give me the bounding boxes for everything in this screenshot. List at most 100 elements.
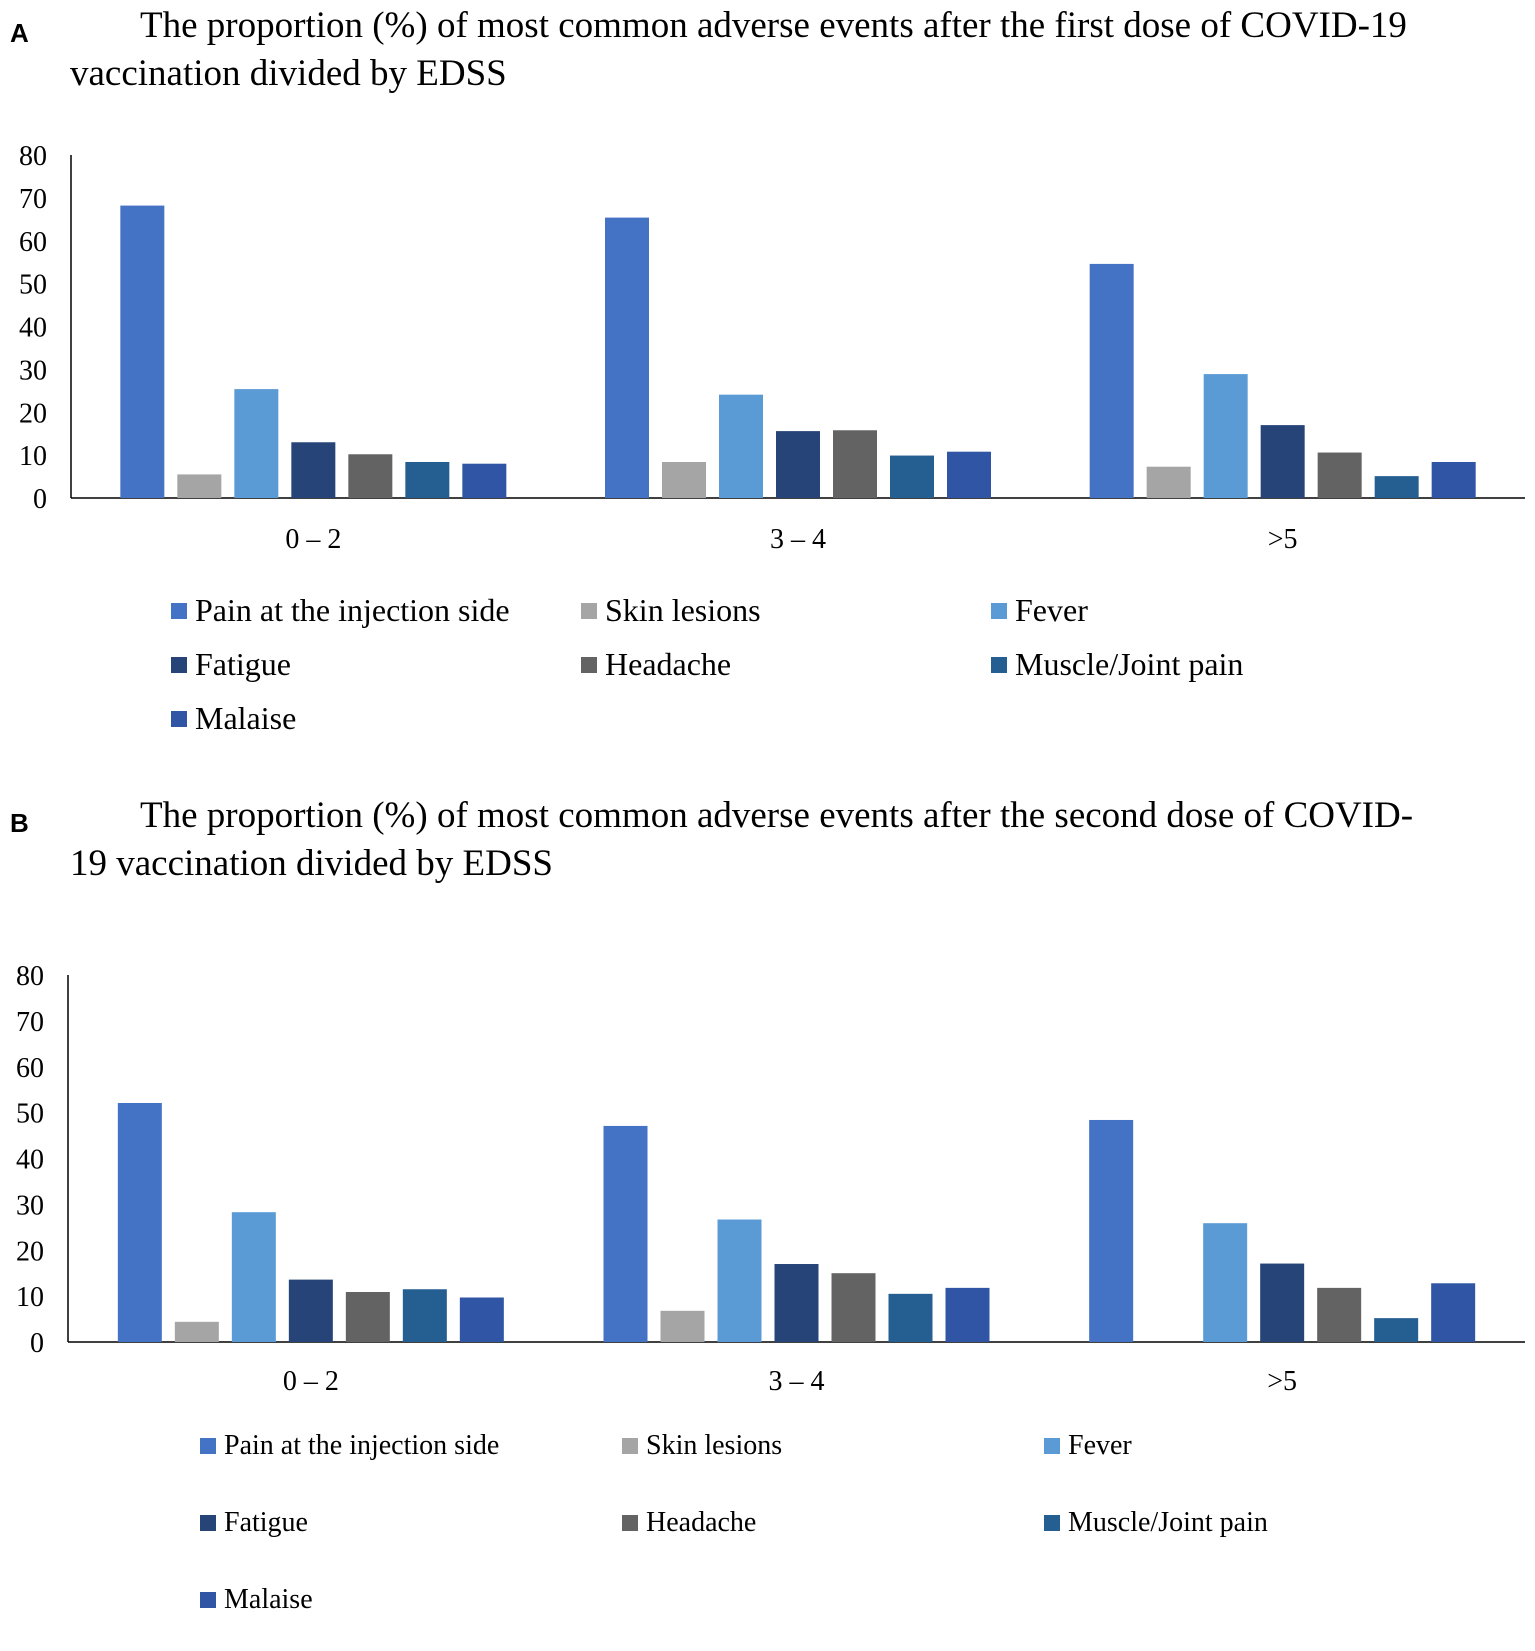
category-label: 0 – 2 — [285, 524, 341, 555]
bar — [605, 217, 649, 498]
bar — [1374, 1318, 1419, 1342]
legend-swatch — [1044, 1515, 1060, 1531]
y-tick-label: 30 — [16, 1190, 44, 1221]
y-tick-label: 40 — [16, 1145, 44, 1176]
legend-item: Malaise — [200, 1584, 313, 1616]
bar — [1260, 1263, 1305, 1342]
bar — [833, 430, 877, 498]
legend-item: Headache — [622, 1507, 756, 1539]
bar — [345, 1291, 390, 1342]
legend-swatch — [991, 656, 1007, 673]
legend-item: Skin lesions — [581, 592, 761, 629]
legend-label: Headache — [605, 646, 732, 682]
legend-item: Skin lesions — [622, 1430, 782, 1462]
bar — [1146, 466, 1191, 498]
y-tick-label: 20 — [19, 398, 47, 429]
bar-chart-b: 0 10 20 30 40 50 60 70 80 0 – 2 3 – 4 >5 — [16, 961, 1525, 1397]
y-tick-label: 60 — [19, 227, 47, 258]
legend-swatch — [200, 1592, 216, 1608]
bar — [1203, 374, 1248, 498]
bar — [1374, 476, 1419, 498]
bar — [1089, 263, 1134, 498]
bar — [1260, 425, 1305, 498]
y-tick-label: 30 — [19, 355, 47, 386]
bar — [662, 461, 706, 498]
legend-swatch — [622, 1515, 638, 1531]
bar — [234, 389, 279, 498]
category-label: 3 – 4 — [770, 524, 826, 555]
legend-label: Pain at the injection side — [195, 592, 510, 628]
y-tick-label: 0 — [30, 1328, 44, 1359]
y-tick-label: 50 — [19, 270, 47, 301]
bar — [291, 442, 336, 498]
chart-title: The proportion (%) of most common advers… — [70, 795, 1414, 884]
bar — [288, 1279, 333, 1342]
category-label: >5 — [1268, 524, 1298, 555]
legend-label: Skin lesions — [646, 1430, 783, 1461]
bar — [1431, 1283, 1476, 1342]
y-tick-label: 60 — [16, 1053, 44, 1084]
legend-swatch — [1044, 1438, 1060, 1454]
legend-label: Fever — [1015, 592, 1088, 628]
legend-item: Muscle/Joint pain — [1044, 1507, 1268, 1539]
bar — [231, 1212, 276, 1342]
legend-item: Pain at the injection side — [200, 1430, 499, 1462]
bar — [120, 205, 165, 498]
legend-label: Skin lesions — [605, 592, 761, 628]
bar — [1089, 1119, 1134, 1342]
bar — [348, 454, 393, 498]
legend-label: Muscle/Joint pain — [1015, 646, 1244, 682]
legend-item: Pain at the injection side — [171, 592, 510, 629]
legend-swatch — [171, 656, 187, 673]
legend-label: Muscle/Joint pain — [1068, 1507, 1268, 1538]
bar — [888, 1293, 933, 1342]
category-label: 0 – 2 — [283, 1366, 339, 1397]
bar — [660, 1310, 705, 1342]
legend-item: Muscle/Joint pain — [991, 646, 1243, 683]
y-tick-label: 10 — [19, 441, 47, 472]
legend-item: Malaise — [171, 700, 296, 737]
legend-item: Fever — [991, 592, 1088, 629]
bar — [831, 1273, 876, 1342]
bar — [947, 451, 991, 498]
category-label: 3 – 4 — [769, 1366, 825, 1397]
bar — [405, 461, 450, 498]
y-tick-label: 80 — [16, 961, 44, 992]
legend-swatch — [171, 710, 187, 727]
bar — [174, 1321, 219, 1342]
y-tick-label: 0 — [33, 484, 47, 515]
y-tick-label: 50 — [16, 1099, 44, 1130]
y-tick-label: 10 — [16, 1282, 44, 1313]
legend-label: Pain at the injection side — [224, 1430, 500, 1461]
y-tick-label: 20 — [16, 1236, 44, 1267]
bar — [117, 1102, 162, 1342]
bar — [1203, 1223, 1248, 1342]
bar — [1317, 1287, 1362, 1342]
legend-label: Malaise — [195, 700, 297, 736]
chart-title: The proportion (%) of most common advers… — [70, 5, 1407, 94]
bar — [774, 1264, 819, 1342]
y-tick-label: 70 — [19, 184, 47, 215]
panel-a: A The proportion (%) of most common adve… — [0, 0, 1535, 780]
legend-swatch — [581, 656, 597, 673]
legend-item: Fatigue — [200, 1507, 308, 1539]
panel-b: B The proportion (%) of most common adve… — [0, 790, 1535, 1651]
bar — [177, 474, 222, 498]
legend-item: Fever — [1044, 1430, 1132, 1462]
legend-swatch — [200, 1515, 216, 1531]
panel-letter: A — [10, 18, 29, 48]
legend-swatch — [991, 602, 1007, 619]
legend-label: Fever — [1068, 1430, 1132, 1461]
legend-swatch — [581, 602, 597, 619]
bar — [1317, 452, 1362, 498]
legend-swatch — [171, 602, 187, 619]
legend-swatch — [622, 1438, 638, 1454]
bar — [719, 394, 763, 498]
bar — [1431, 461, 1476, 498]
legend-label: Malaise — [224, 1584, 313, 1615]
bar — [603, 1125, 648, 1342]
bar — [717, 1219, 762, 1342]
category-label: >5 — [1267, 1366, 1297, 1397]
legend-item: Headache — [581, 646, 731, 683]
panel-letter: B — [10, 808, 29, 838]
